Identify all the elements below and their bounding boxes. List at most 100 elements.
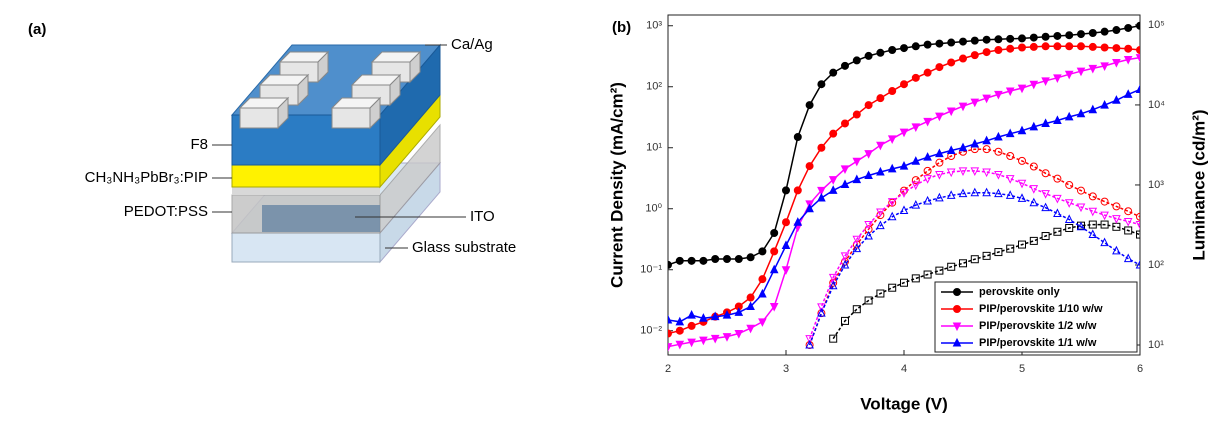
marker [982, 145, 991, 154]
marker [1029, 236, 1038, 245]
y-tick-label: 10⁻² [640, 325, 662, 337]
marker [899, 189, 909, 198]
marker [947, 58, 956, 67]
marker [1100, 99, 1109, 109]
layer-label: Glass substrate [412, 239, 516, 256]
marker [876, 208, 885, 218]
marker [770, 247, 779, 256]
marker [1088, 192, 1097, 201]
marker [1029, 80, 1039, 90]
marker [722, 310, 732, 319]
marker [840, 179, 850, 188]
marker [911, 176, 920, 185]
marker [888, 87, 897, 96]
marker [1065, 180, 1074, 189]
marker [1123, 55, 1133, 65]
marker [1029, 197, 1039, 207]
marker [982, 35, 991, 44]
marker [1065, 31, 1074, 40]
y2-axis-title: Luminance (cd/m²) [1189, 109, 1208, 260]
layer-label: PEDOT:PSS [124, 203, 208, 220]
x-tick-label: 2 [665, 363, 671, 375]
marker [887, 211, 897, 221]
marker [888, 283, 897, 292]
marker [1088, 207, 1098, 217]
marker [923, 175, 932, 184]
marker [888, 46, 897, 55]
marker [1136, 230, 1140, 239]
marker [1005, 190, 1015, 199]
marker [1029, 33, 1038, 42]
y2-tick-label: 10² [1148, 259, 1164, 271]
marker [864, 101, 873, 110]
plot-area [668, 21, 1140, 352]
marker [911, 199, 921, 209]
marker [1041, 77, 1050, 86]
marker [899, 128, 909, 138]
marker [852, 157, 862, 167]
marker [1006, 44, 1015, 53]
marker [935, 171, 944, 180]
marker [1135, 84, 1140, 94]
y-tick-label: 10⁰ [645, 203, 662, 215]
marker [1053, 31, 1062, 40]
marker [1029, 185, 1039, 194]
marker [970, 255, 979, 264]
marker [722, 333, 732, 342]
marker [852, 305, 861, 314]
marker [923, 40, 932, 49]
marker [852, 240, 861, 249]
marker [911, 123, 921, 132]
marker [817, 308, 826, 317]
marker [1065, 223, 1074, 232]
marker [828, 176, 838, 185]
x-tick-label: 6 [1137, 363, 1143, 375]
marker [947, 262, 956, 271]
marker [1006, 34, 1015, 43]
marker [817, 143, 826, 152]
marker [1112, 202, 1121, 211]
marker [1053, 174, 1062, 183]
marker [710, 311, 720, 321]
marker [911, 42, 920, 51]
marker [959, 37, 967, 46]
marker [805, 339, 814, 349]
marker [1041, 190, 1050, 199]
marker [852, 235, 862, 245]
marker [1041, 32, 1050, 41]
marker [935, 158, 944, 167]
marker [864, 150, 873, 159]
marker [1088, 64, 1098, 74]
marker [793, 217, 803, 226]
marker [887, 135, 897, 144]
x-tick-label: 5 [1019, 363, 1025, 375]
marker [1136, 21, 1140, 30]
marker [1088, 229, 1098, 239]
marker [923, 152, 932, 161]
device-diagram: (a) Ca/Ag F8 CH₃NH₃PbBr₃:PIP PEDOT:PSS I… [28, 21, 516, 264]
marker [841, 119, 849, 128]
marker [1017, 193, 1027, 202]
marker [1124, 23, 1133, 32]
marker [668, 343, 673, 352]
marker [1100, 27, 1109, 36]
y2-tick-label: 10⁴ [1148, 99, 1165, 111]
marker [1041, 232, 1050, 241]
marker [899, 160, 909, 170]
marker [1041, 202, 1050, 212]
marker [876, 141, 885, 151]
marker [1112, 44, 1121, 53]
layer-label: ITO [470, 208, 495, 225]
layer-label: F8 [190, 136, 208, 153]
glass-front [231, 232, 381, 263]
marker [946, 145, 956, 155]
marker [734, 254, 743, 263]
marker [994, 131, 1003, 141]
marker [781, 240, 791, 249]
marker [1053, 194, 1062, 204]
series-line [808, 148, 1140, 346]
marker [828, 273, 838, 283]
marker [841, 316, 849, 325]
marker [864, 296, 873, 305]
marker [982, 251, 991, 260]
